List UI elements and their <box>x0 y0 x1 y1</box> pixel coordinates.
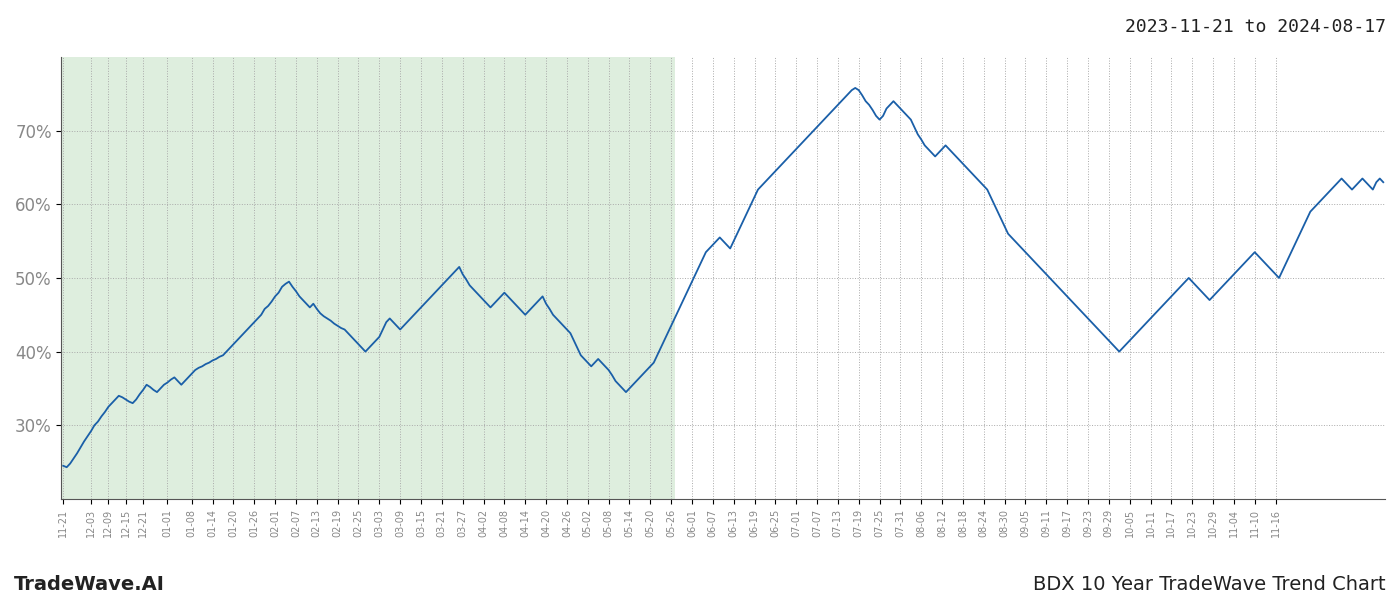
Text: TradeWave.AI: TradeWave.AI <box>14 575 165 594</box>
Text: 2023-11-21 to 2024-08-17: 2023-11-21 to 2024-08-17 <box>1126 18 1386 36</box>
Bar <box>62 57 675 499</box>
Text: BDX 10 Year TradeWave Trend Chart: BDX 10 Year TradeWave Trend Chart <box>1033 575 1386 594</box>
